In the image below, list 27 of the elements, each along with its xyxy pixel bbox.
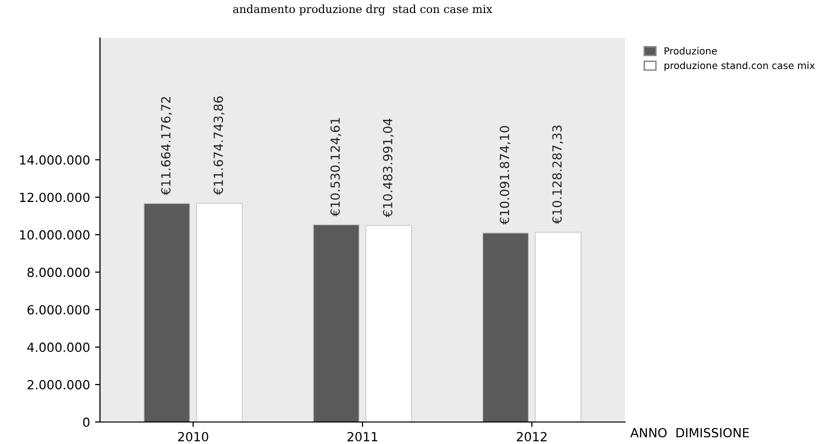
x-tick-label: 2010 [178,432,208,442]
y-tick-label: 6.000.000 [28,305,90,315]
data-label: €10.530.124,61 [330,118,342,216]
y-tick-label: 14.000.000 [20,155,90,165]
bar [365,225,412,422]
y-tick-label: 0 [83,417,90,427]
bar [312,224,360,422]
data-label: €10.128.287,33 [552,126,564,224]
bar [144,203,190,422]
y-tick-label: 2.000.000 [28,380,90,390]
x-tick-label: 2012 [516,432,547,442]
x-axis-title: ANNO DIMISSIONE [630,428,749,438]
bar [534,232,582,422]
y-tick-label: 8.000.000 [28,268,90,278]
y-tick-label: 4.000.000 [27,342,90,352]
chart-title: andamento produzione drg stad con case mix [233,4,492,16]
y-tick-label: 10.000.000 [20,230,90,240]
y-tick-label: 12.000.000 [20,192,90,202]
data-label: €10.483.991,04 [382,118,394,218]
data-label: €11.664.176,72 [161,97,172,196]
x-tick-label: 2011 [348,432,378,442]
bar [482,232,529,422]
legend-label: Produzione [664,47,717,55]
data-label: €11.674.743,86 [214,96,224,195]
bar [196,202,243,422]
legend-label: produzione stand.con case mix [664,62,815,72]
data-label: €10.091.874,10 [500,126,511,225]
